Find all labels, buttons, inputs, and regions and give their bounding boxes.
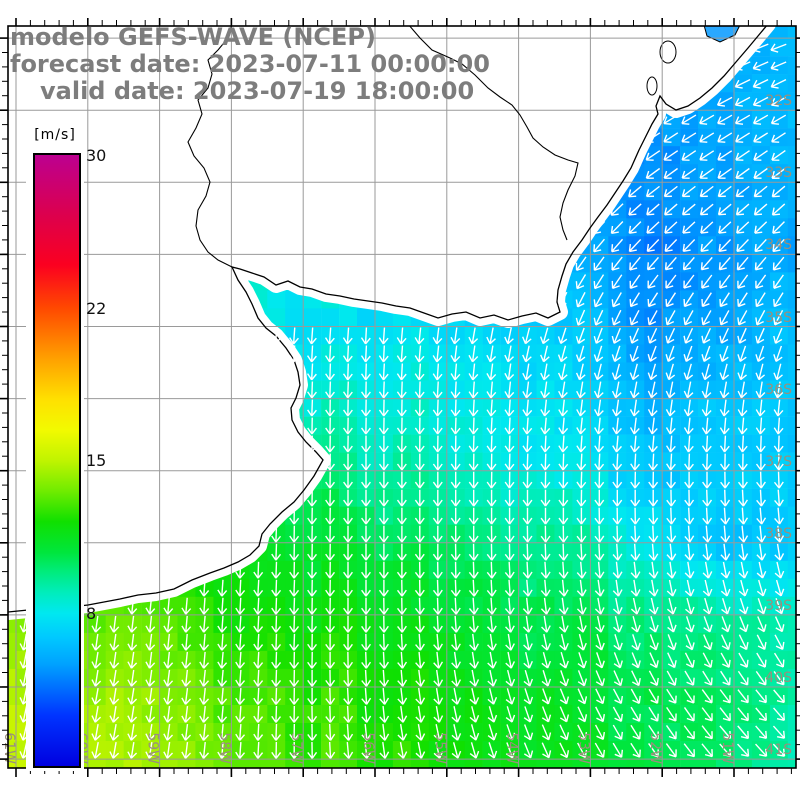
lon-label: 51W	[719, 732, 735, 764]
lat-label: 41S	[765, 742, 792, 758]
river-line	[187, 26, 233, 268]
colorbar-tick-label: 30	[86, 146, 107, 165]
lon-label: 55W	[432, 732, 448, 764]
lat-label: 40S	[765, 670, 792, 686]
map-frame	[0, 18, 800, 777]
lat-label: 33S	[765, 165, 792, 181]
colorbar-tick-label: 22	[86, 298, 107, 318]
lagoon-islet	[646, 76, 658, 96]
lat-label: 36S	[765, 382, 792, 398]
lon-label: 56W	[360, 732, 376, 764]
wind-arrows	[19, 43, 787, 759]
graticule	[8, 26, 796, 768]
lon-label: 57W	[288, 732, 304, 764]
colorbar-unit-label: [m/s]	[34, 127, 76, 143]
lat-label: 38S	[765, 526, 792, 542]
coastline	[8, 26, 768, 613]
colorbar-tick-label: 8	[86, 603, 97, 623]
lon-label: 59W	[145, 732, 161, 764]
lat-label: 39S	[765, 598, 792, 614]
lat-label: 37S	[765, 454, 792, 470]
lat-label: 35S	[765, 310, 792, 326]
lon-label: 54W	[504, 732, 520, 764]
colorbar-gradient	[33, 153, 81, 768]
lon-label: 52W	[647, 732, 663, 764]
colorbar-tick-label: 15	[86, 451, 107, 470]
lat-label: 32S	[765, 93, 792, 109]
lagoon-islet	[659, 40, 677, 64]
lon-label: 58W	[216, 732, 232, 764]
lon-label: 61W	[1, 732, 17, 764]
river-line	[408, 26, 579, 241]
grid-labels: 61W60W59W58W57W56W55W54W53W52W51W32S33S3…	[1, 93, 792, 764]
lon-label: 53W	[575, 732, 591, 764]
lat-label: 34S	[765, 237, 792, 253]
